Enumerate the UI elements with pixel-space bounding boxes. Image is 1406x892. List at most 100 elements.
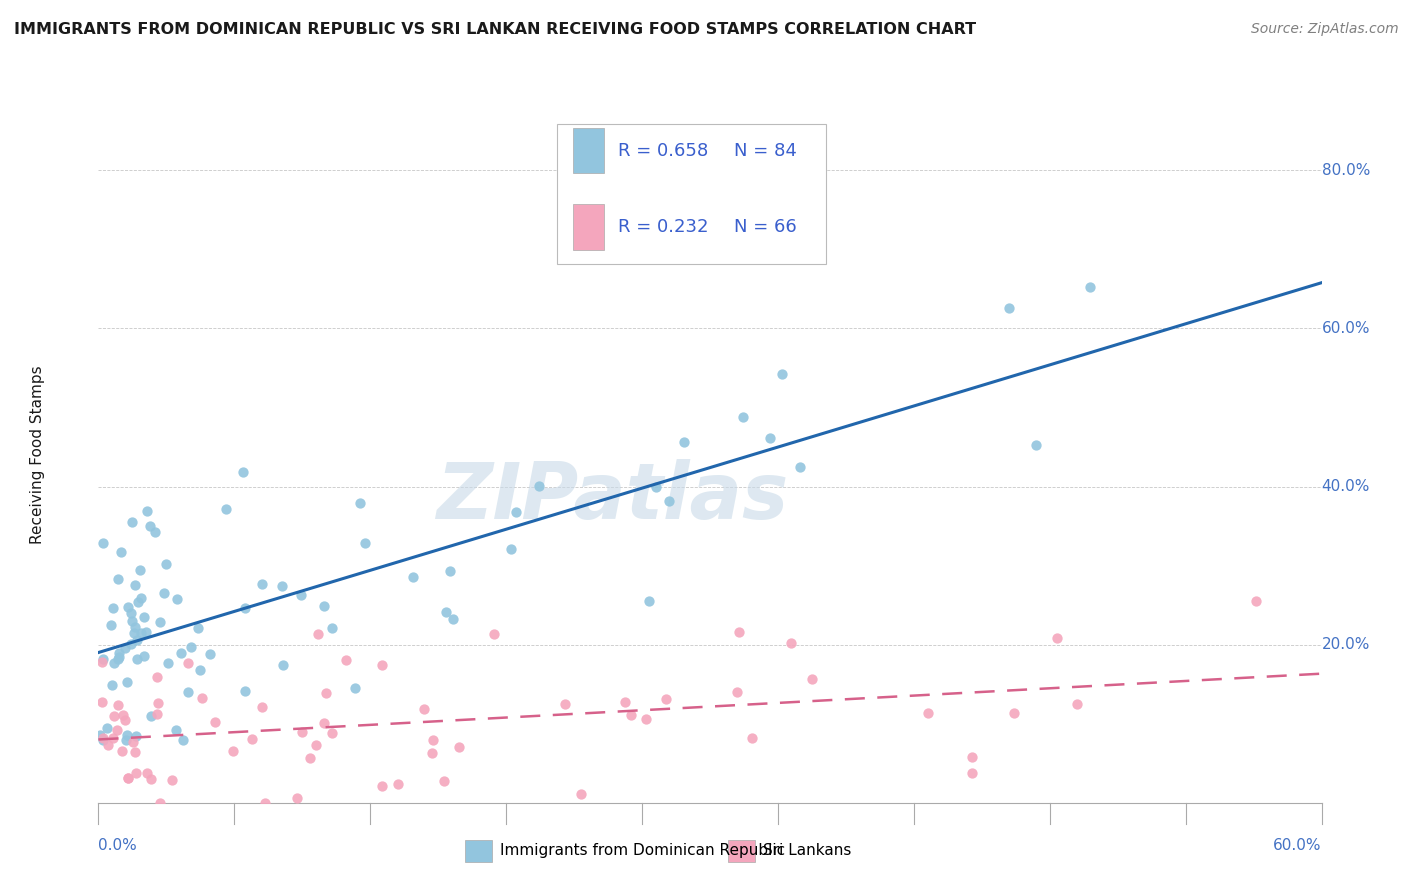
Point — [1080, 279, 1102, 293]
Point — [114, 641, 136, 656]
Point — [314, 715, 336, 730]
Point — [149, 796, 172, 810]
Point — [132, 610, 155, 624]
Point — [422, 733, 444, 747]
Point — [115, 728, 138, 742]
Point — [177, 656, 200, 670]
Point — [770, 367, 793, 381]
Point — [121, 515, 143, 529]
Point — [620, 707, 643, 722]
Point — [91, 732, 114, 747]
Point — [153, 586, 176, 600]
Point — [121, 615, 143, 629]
Point — [449, 739, 471, 754]
Text: N = 84: N = 84 — [734, 142, 797, 160]
Point — [129, 626, 152, 640]
Point — [127, 633, 149, 648]
Point — [120, 637, 142, 651]
Point — [434, 606, 457, 620]
Point — [180, 640, 202, 655]
Point — [917, 706, 939, 720]
Point — [146, 696, 169, 710]
Point — [120, 606, 142, 620]
Point — [135, 624, 157, 639]
Point — [146, 669, 169, 683]
Point — [291, 725, 314, 739]
Point — [115, 674, 138, 689]
Point — [250, 700, 273, 714]
Point — [780, 636, 803, 650]
Text: 60.0%: 60.0% — [1322, 321, 1369, 336]
Point — [614, 695, 637, 709]
Point — [96, 722, 118, 736]
Point — [725, 685, 748, 699]
Point — [156, 656, 179, 670]
Point — [117, 771, 139, 785]
Point — [998, 301, 1021, 316]
Text: R = 0.658: R = 0.658 — [619, 142, 709, 160]
Point — [155, 557, 177, 571]
Point — [107, 698, 129, 712]
Point — [298, 751, 321, 765]
Point — [165, 723, 187, 738]
Point — [100, 618, 122, 632]
Point — [441, 612, 464, 626]
Point — [412, 702, 434, 716]
Point — [190, 690, 212, 705]
Point — [107, 572, 129, 586]
FancyBboxPatch shape — [728, 839, 755, 862]
Point — [353, 535, 375, 549]
Point — [124, 620, 146, 634]
Text: Immigrants from Dominican Republic: Immigrants from Dominican Republic — [499, 843, 785, 858]
Point — [188, 663, 211, 677]
Point — [741, 731, 763, 746]
Point — [108, 647, 131, 661]
Point — [139, 518, 162, 533]
Point — [1046, 632, 1069, 646]
Point — [420, 746, 443, 760]
Text: Receiving Food Stamps: Receiving Food Stamps — [30, 366, 45, 544]
Point — [91, 652, 114, 666]
Point — [344, 681, 367, 695]
Point — [114, 714, 136, 728]
Point — [638, 593, 661, 607]
FancyBboxPatch shape — [574, 204, 603, 250]
Point — [232, 465, 254, 479]
FancyBboxPatch shape — [557, 124, 827, 263]
Text: 20.0%: 20.0% — [1322, 637, 1369, 652]
Point — [125, 729, 148, 743]
Point — [115, 732, 138, 747]
Point — [569, 787, 592, 801]
Point — [170, 646, 193, 660]
Point — [101, 600, 124, 615]
Point — [127, 595, 149, 609]
Point — [143, 524, 166, 539]
Point — [117, 771, 139, 785]
Point — [270, 579, 292, 593]
Point — [250, 577, 273, 591]
Point — [177, 685, 200, 699]
Point — [166, 592, 188, 607]
Text: R = 0.232: R = 0.232 — [619, 218, 709, 236]
Point — [315, 686, 337, 700]
FancyBboxPatch shape — [574, 128, 603, 173]
Point — [124, 745, 146, 759]
Point — [90, 695, 112, 709]
Point — [110, 545, 132, 559]
Point — [658, 494, 681, 508]
Point — [221, 744, 243, 758]
Point — [758, 431, 780, 445]
Point — [482, 627, 505, 641]
Point — [111, 744, 134, 758]
Point — [727, 624, 749, 639]
Point — [789, 459, 811, 474]
Point — [505, 505, 527, 519]
Point — [254, 796, 277, 810]
Point — [285, 790, 308, 805]
Point — [198, 647, 221, 661]
Point — [800, 672, 823, 686]
Point — [162, 772, 184, 787]
Text: IMMIGRANTS FROM DOMINICAN REPUBLIC VS SRI LANKAN RECEIVING FOOD STAMPS CORRELATI: IMMIGRANTS FROM DOMINICAN REPUBLIC VS SR… — [14, 22, 976, 37]
Point — [402, 570, 425, 584]
Point — [101, 678, 124, 692]
